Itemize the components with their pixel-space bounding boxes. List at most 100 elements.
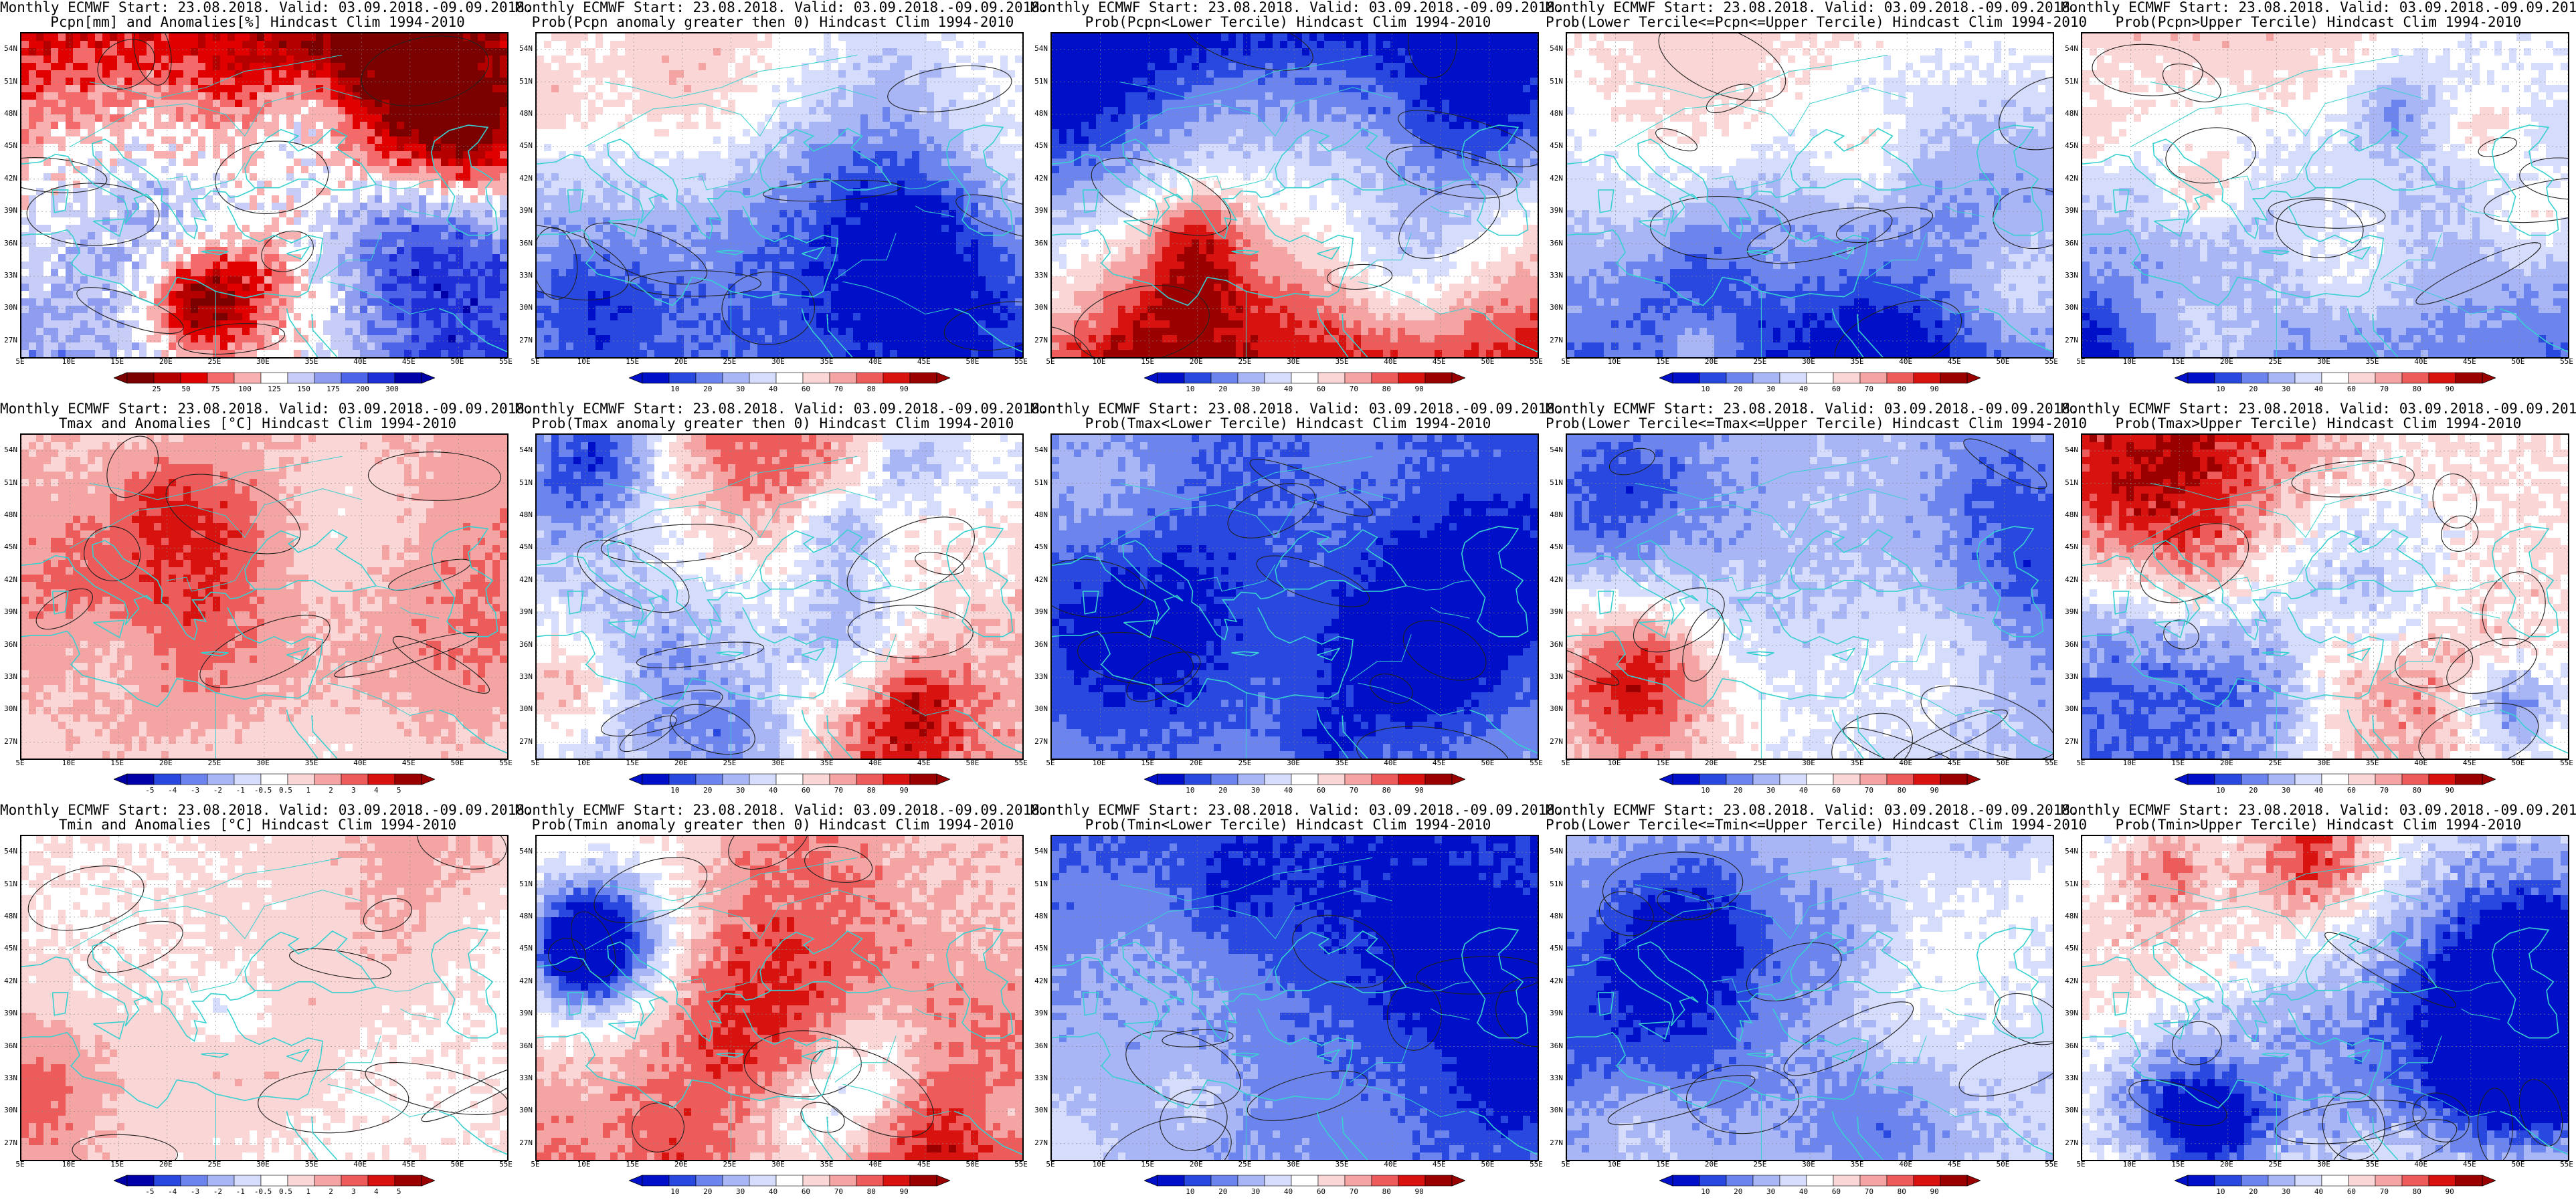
map-field [21,435,507,759]
color-bar-tick-label: 80 [867,385,876,393]
lon-tick-label: 5E [1561,759,1570,767]
color-bar-tick-label: 70 [1865,787,1873,795]
color-bar-tick-label: 10 [2216,385,2225,393]
coastline [802,647,826,662]
lat-tick-label: 51N [4,77,17,86]
map-panel-tmin-3: Monthly ECMWF Start: 23.08.2018. Valid: … [1030,803,1564,1204]
color-bar-tick-label: 1 [306,787,310,795]
latitude-labels: 54N 51N 48N 45N 42N 39N 36N 33N 30N 27N [2061,835,2080,1159]
longitude-labels: 5E 10E 15E 20E 25E 30E 35E 40E 45E 50E 55E [1561,1161,2058,1170]
lat-tick-label: 36N [2065,1041,2078,1050]
coastline [2500,308,2568,353]
map-area [535,32,1024,359]
coastline [2372,715,2399,759]
color-bar-tick-label: 10 [670,385,679,393]
lat-tick-label: 54N [2065,45,2078,53]
lat-tick-label: 48N [519,912,533,920]
lat-tick-label: 33N [519,1074,533,1082]
lat-tick-label: 45N [2065,944,2078,952]
coastline [1985,308,2053,353]
coastline [567,591,584,615]
coastline [1342,1116,1368,1160]
lon-tick-label: 10E [2123,358,2136,366]
latitude-labels: 54N 51N 48N 45N 42N 39N 36N 33N 30N 27N [2061,433,2080,757]
panel-title-line1: Monthly ECMWF Start: 23.08.2018. Valid: … [1030,401,1564,417]
coastline [608,619,640,639]
lon-tick-label: 25E [207,358,221,366]
coastline [537,205,838,306]
lon-tick-label: 25E [207,759,221,767]
coastline [1082,992,1099,1016]
lon-tick-label: 40E [868,759,882,767]
border-line [327,682,435,716]
coastline [1976,124,2044,236]
lat-tick-label: 51N [2065,77,2078,86]
color-bar-swatches [629,773,950,785]
longitude-labels: 5E 10E 15E 20E 25E 30E 35E 40E 45E 50E 55E [531,1161,1028,1170]
color-bar-tick-label: 30 [2282,1188,2290,1196]
coastline [1469,709,1538,754]
lon-tick-label: 55E [499,358,513,366]
color-bar-tick-label: 70 [1865,385,1873,393]
color-bar-tick-label: 60 [1832,385,1841,393]
lon-tick-label: 55E [2560,358,2573,366]
coastline [286,246,310,260]
lon-tick-label: 25E [2268,1161,2282,1169]
coastline [954,308,1022,353]
coastline [802,1049,826,1063]
color-bar-ticks: 10 20 30 40 60 70 80 90 [1659,385,1981,395]
latitude-labels: 54N 51N 48N 45N 42N 39N 36N 33N 30N 27N [1030,835,1049,1159]
color-bar-tick-label: 2 [329,787,333,795]
border-line [682,965,761,993]
lat-tick-label: 45N [1034,543,1048,551]
coastline [244,930,377,991]
coastline [1567,1008,1869,1109]
lon-tick-label: 20E [2220,759,2233,767]
color-bar-tick-label: -4 [168,787,177,795]
coastline [2082,540,2437,641]
map-area [1050,835,1539,1161]
color-bar-tick-label: 30 [2282,385,2290,393]
lon-tick-label: 30E [1287,358,1300,366]
lat-tick-label: 39N [519,207,533,215]
border-line [1119,54,1373,99]
color-bar-tick-label: 60 [1832,1188,1841,1196]
border-line [1406,981,1470,992]
lon-tick-label: 45E [2463,358,2476,366]
longitude-labels: 5E 10E 15E 20E 25E 30E 35E 40E 45E 50E 55E [15,759,513,769]
color-bar-tick-label: -3 [191,787,199,795]
color-bar-tick-label: 30 [736,1188,745,1196]
coastline [802,246,826,260]
lon-tick-label: 15E [1656,759,1669,767]
map-field [1052,435,1538,759]
lat-tick-label: 39N [1034,207,1048,215]
lon-tick-label: 35E [1336,1161,1349,1169]
color-bar-tick-label: 5 [397,787,401,795]
color-bar-tick-label: 10 [2216,787,2225,795]
border-line [2461,607,2500,619]
lat-tick-label: 33N [4,272,17,280]
border-line [2130,87,2423,147]
map-field [1567,836,2053,1160]
coastline [2112,591,2130,615]
lon-tick-label: 35E [1851,1161,1864,1169]
lon-tick-label: 15E [626,759,639,767]
border-line [682,564,761,592]
color-bar-ticks: 10 20 30 40 60 70 80 90 [2175,385,2496,395]
color-bar-tick-label: 20 [2249,385,2258,393]
coastline [2500,709,2568,754]
coastline [759,128,892,189]
color-bar: 10 20 30 40 60 70 80 90 [2175,773,2496,803]
coastline [1275,128,1407,189]
lat-tick-label: 42N [1034,977,1048,985]
lon-tick-label: 5E [15,1161,24,1169]
lon-tick-label: 55E [1530,759,1543,767]
lon-tick-label: 50E [2511,358,2524,366]
color-bar-tick-label: 90 [1414,385,1423,393]
panel-title-line2: Prob(Tmax<Lower Tercile) Hindcast Clim 1… [1030,416,1546,431]
coastline [430,526,498,637]
lon-tick-label: 35E [2366,358,2379,366]
lon-tick-label: 50E [1996,759,2009,767]
lon-tick-label: 20E [1705,358,1718,366]
